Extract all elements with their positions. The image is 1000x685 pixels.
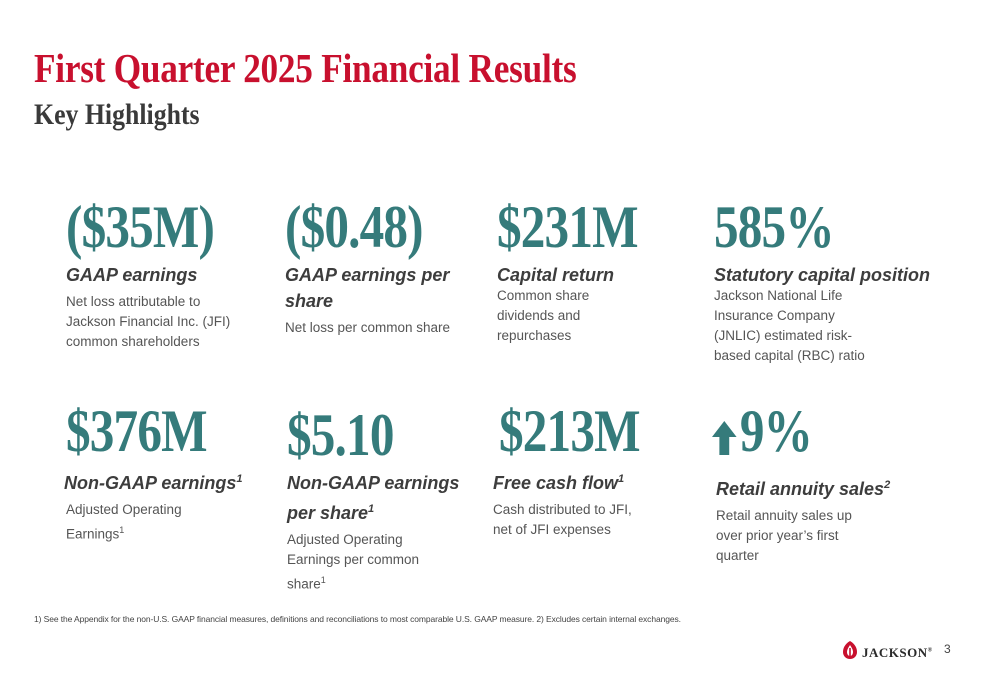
metric-description: Cash distributed to JFI, net of JFI expe… <box>493 502 632 537</box>
metric-description: Adjusted Operating Earnings per common s… <box>287 532 420 592</box>
metric-value-wrap: 9% <box>712 400 892 468</box>
logo-wordmark: JACKSON® <box>862 644 933 660</box>
metric-description: Adjusted Operating Earnings1 <box>66 502 182 542</box>
metric-description: Common share dividends and repurchases <box>497 288 590 343</box>
metric-value: 585% <box>714 194 835 260</box>
metric-label: GAAP earnings <box>66 265 198 285</box>
metric-statutory-capital: 585% Statutory capital position Jackson … <box>714 196 934 366</box>
metric-retail-annuity-sales: 9% Retail annuity sales2 Retail annuity … <box>712 400 932 566</box>
metric-value: $231M <box>497 194 639 260</box>
company-logo: JACKSON® <box>842 641 933 664</box>
jackson-logo-icon <box>842 641 858 664</box>
metric-description: Net loss per common share <box>285 320 451 335</box>
metric-non-gaap-earnings: $376M Non-GAAP earnings1 Adjusted Operat… <box>64 398 266 545</box>
metric-value: 9% <box>739 398 813 464</box>
metric-label: GAAP earnings per share <box>285 265 450 311</box>
footnote: 1) See the Appendix for the non-U.S. GAA… <box>34 614 681 624</box>
page-subtitle: Key Highlights <box>34 98 200 131</box>
metric-value: $5.10 <box>287 402 394 468</box>
up-arrow-icon <box>712 406 737 468</box>
metric-label: Statutory capital position <box>714 265 931 285</box>
metric-free-cash-flow: $213M Free cash flow1 Cash distributed t… <box>493 398 669 540</box>
metric-gaap-eps: ($0.48) GAAP earnings per share Net loss… <box>285 196 460 338</box>
metric-gaap-earnings: ($35M) GAAP earnings Net loss attributab… <box>66 196 266 352</box>
metric-value: ($0.48) <box>285 194 424 260</box>
metric-description: Retail annuity sales up over prior year’… <box>716 508 852 564</box>
metric-description: Jackson National Life Insurance Company … <box>714 288 865 363</box>
metric-label: Free cash flow1 <box>493 473 625 493</box>
metric-label: Retail annuity sales2 <box>716 479 891 500</box>
metric-label: Non-GAAP earnings1 <box>64 473 243 493</box>
metric-label: Non-GAAP earnings per share1 <box>287 473 460 523</box>
metric-capital-return: $231M Capital return Common share divide… <box>497 196 667 346</box>
page-number: 3 <box>944 642 951 656</box>
metric-non-gaap-eps: $5.10 Non-GAAP earnings per share1 Adjus… <box>287 404 462 595</box>
page-title: First Quarter 2025 Financial Results <box>34 45 577 91</box>
metric-value: $376M <box>66 398 208 464</box>
metric-description: Net loss attributable to Jackson Financi… <box>66 294 231 349</box>
metric-label: Capital return <box>497 265 615 285</box>
metric-value: ($35M) <box>66 194 215 260</box>
metric-value: $213M <box>499 398 641 464</box>
